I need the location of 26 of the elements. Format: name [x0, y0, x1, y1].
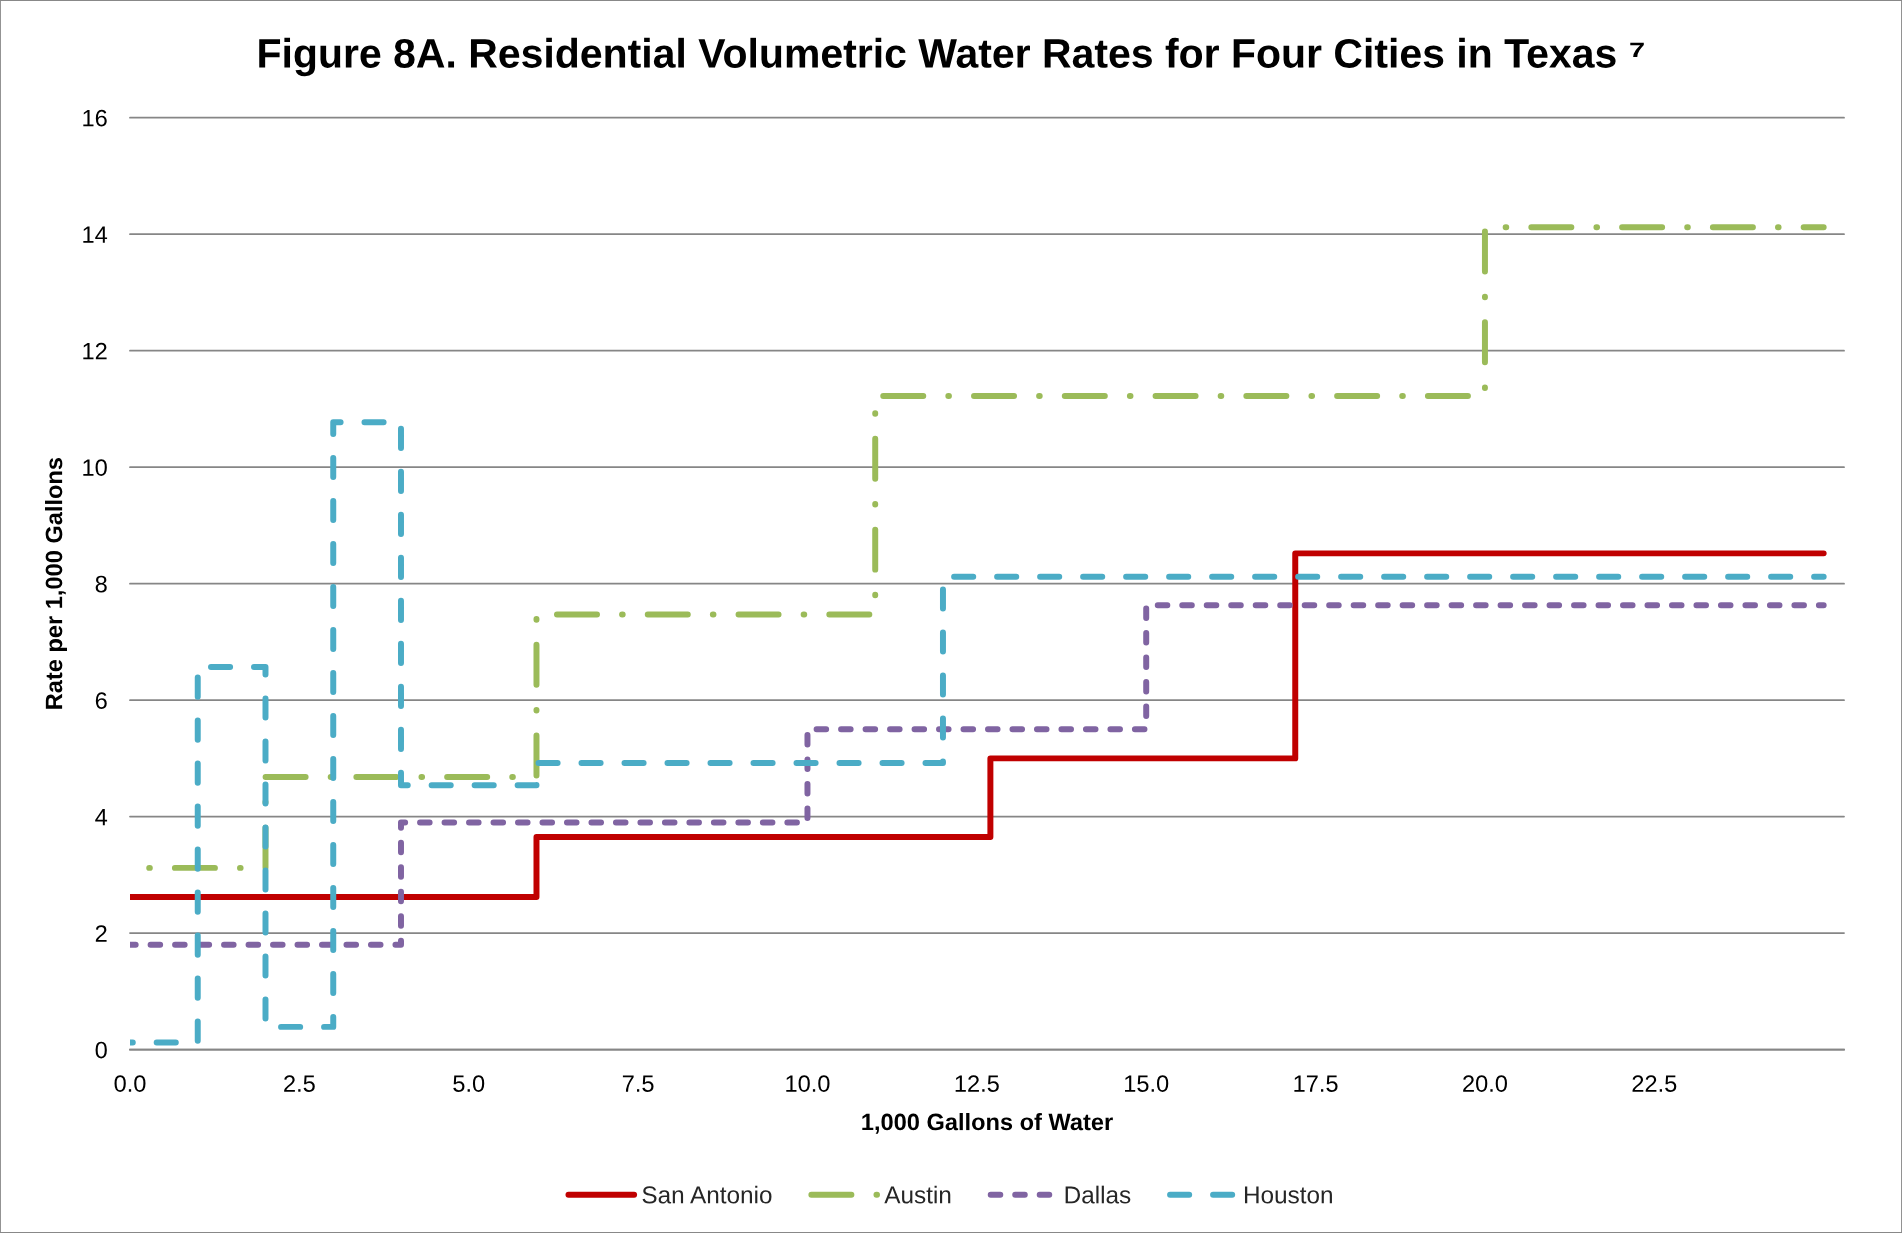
legend-label: San Antonio: [642, 1185, 772, 1204]
x-tick-label: 0.0: [114, 1075, 146, 1092]
y-tick-label: 0: [95, 1041, 107, 1059]
y-tick-label: 4: [95, 808, 108, 826]
x-tick-label: 5.0: [453, 1075, 485, 1092]
x-tick-label: 15.0: [1125, 1075, 1169, 1092]
x-tick-label: 22.5: [1632, 1075, 1677, 1092]
legend-label: Austin: [884, 1185, 951, 1204]
x-tick-label: 2.5: [284, 1075, 315, 1092]
y-axis-title: Rate per 1,000 Gallons: [45, 457, 68, 709]
y-tick-label: 16: [83, 109, 107, 127]
y-tick-label: 10: [83, 459, 107, 476]
legend-label: Dallas: [1065, 1185, 1131, 1204]
x-tick-label: 7.5: [622, 1075, 654, 1092]
chart-title: Figure 8A. Residential Volumetric Water Rates for Four Cities in Texas ⁷: [259, 37, 1644, 77]
x-axis-title: 1,000 Gallons of Water: [862, 1112, 1113, 1134]
y-tick-label: 12: [83, 342, 107, 360]
y-tick-label: 2: [95, 925, 107, 942]
x-tick-label: 12.5: [955, 1075, 999, 1092]
y-tick-label: 6: [95, 692, 107, 709]
x-tick-label: 20.0: [1463, 1075, 1507, 1092]
y-tick-label: 14: [83, 226, 108, 243]
legend-label: Houston: [1244, 1186, 1332, 1204]
y-tick-label: 8: [95, 575, 107, 593]
x-tick-label: 17.5: [1294, 1075, 1338, 1092]
x-tick-label: 10.0: [786, 1075, 830, 1092]
